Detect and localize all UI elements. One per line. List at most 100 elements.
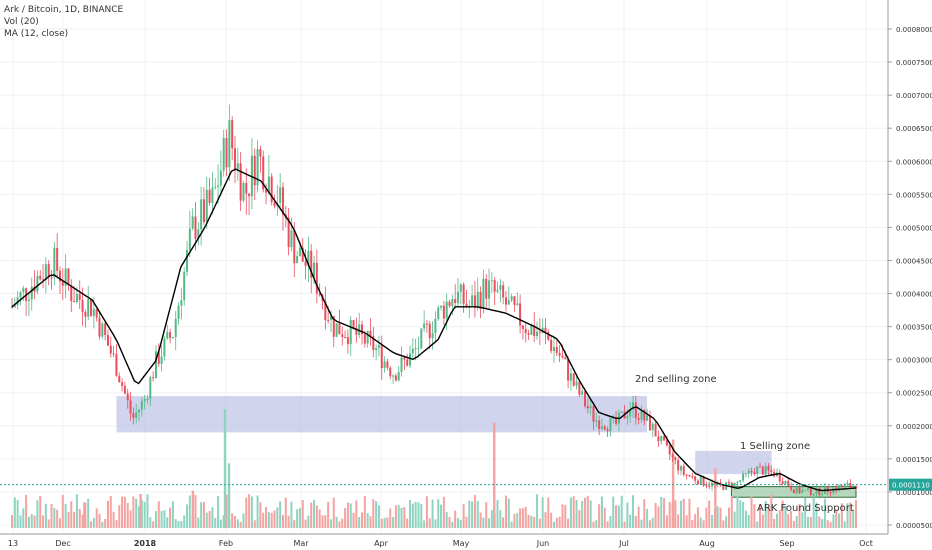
candle-body bbox=[555, 347, 558, 353]
y-tick-label: 0.0002000 bbox=[896, 423, 932, 431]
candle-body bbox=[39, 275, 42, 280]
volume-bar bbox=[595, 519, 598, 528]
volume-bar bbox=[792, 521, 795, 528]
volume-bar bbox=[267, 512, 270, 528]
candle-body bbox=[742, 473, 745, 481]
candle-body bbox=[445, 301, 448, 319]
candle-body bbox=[44, 264, 47, 280]
candle-body bbox=[552, 347, 555, 351]
y-tick-label: 0.0003500 bbox=[896, 324, 932, 332]
volume-bar bbox=[504, 495, 507, 528]
volume-bar bbox=[677, 514, 680, 528]
candle-body bbox=[538, 331, 541, 333]
candle-body bbox=[747, 470, 750, 474]
volume-bar bbox=[327, 501, 330, 528]
volume-bar bbox=[16, 500, 19, 528]
candle-body bbox=[544, 327, 547, 333]
volume-bar bbox=[177, 521, 180, 528]
candle-body bbox=[699, 476, 702, 485]
candle-body bbox=[702, 476, 705, 486]
volume-bar bbox=[541, 497, 544, 528]
volume-bar bbox=[75, 494, 78, 528]
candle-body bbox=[581, 391, 584, 395]
volume-bar bbox=[115, 520, 118, 528]
candle-body bbox=[64, 268, 67, 286]
candle-body bbox=[129, 400, 132, 414]
volume-bar bbox=[778, 510, 781, 528]
volume-bar bbox=[92, 517, 95, 528]
candle-body bbox=[606, 429, 609, 432]
volume-bar bbox=[530, 516, 533, 528]
volume-bar bbox=[346, 502, 349, 528]
candle-body bbox=[149, 377, 152, 399]
volume-bar bbox=[248, 494, 251, 528]
candle-body bbox=[564, 357, 567, 360]
candle-body bbox=[598, 420, 601, 429]
candle-body bbox=[400, 357, 403, 372]
volume-bar bbox=[764, 501, 767, 528]
volume-bar bbox=[389, 508, 392, 528]
volume-bar bbox=[174, 519, 177, 528]
volume-bar bbox=[270, 512, 273, 528]
ma-line bbox=[11, 168, 857, 492]
volume-bar bbox=[50, 503, 53, 528]
candle-body bbox=[759, 466, 762, 468]
volume-bar bbox=[284, 497, 287, 528]
candle-body bbox=[685, 474, 688, 476]
volume-bar bbox=[663, 498, 666, 528]
candle-body bbox=[694, 476, 697, 481]
candle-body bbox=[225, 138, 228, 168]
candle-body bbox=[843, 484, 846, 488]
volume-bar bbox=[445, 512, 448, 528]
volume-bar bbox=[239, 521, 242, 528]
candle-body bbox=[338, 323, 341, 335]
candle-body bbox=[733, 482, 736, 488]
volume-bar bbox=[118, 505, 121, 528]
volume-bar bbox=[281, 514, 284, 528]
volume-bar bbox=[183, 515, 186, 528]
candle-body bbox=[479, 291, 482, 309]
candle-body bbox=[106, 335, 109, 346]
x-tick-label: Dec bbox=[55, 539, 70, 548]
candle-body bbox=[298, 247, 301, 256]
volume-bar bbox=[36, 500, 39, 528]
candle-body bbox=[801, 490, 804, 493]
y-tick-label: 0.0001500 bbox=[896, 456, 932, 464]
volume-bar bbox=[465, 516, 468, 528]
candle-body bbox=[157, 351, 160, 364]
candle-body bbox=[437, 307, 440, 319]
volume-bar bbox=[259, 502, 262, 528]
volume-bar bbox=[171, 501, 174, 528]
volume-bar bbox=[756, 521, 759, 528]
volume-bar bbox=[668, 502, 671, 528]
candle-body bbox=[790, 485, 793, 490]
volume-bar bbox=[197, 517, 200, 528]
volume-bar bbox=[648, 520, 651, 528]
volume-bar bbox=[166, 517, 169, 528]
volume-bar bbox=[538, 518, 541, 528]
volume-bar bbox=[855, 499, 857, 528]
y-tick-label: 0.0004000 bbox=[896, 291, 932, 299]
volume-bar bbox=[98, 513, 101, 528]
y-tick-label: 0.0000500 bbox=[896, 522, 932, 530]
candle-body bbox=[586, 405, 589, 409]
candle-body bbox=[358, 324, 361, 335]
candle-body bbox=[397, 371, 400, 381]
candle-body bbox=[140, 401, 143, 410]
candle-body bbox=[454, 299, 457, 304]
candle-body bbox=[691, 476, 694, 478]
volume-bar bbox=[290, 501, 293, 528]
volume-bar bbox=[730, 495, 733, 528]
candle-body bbox=[154, 351, 157, 379]
volume-bar bbox=[468, 500, 471, 528]
volume-bar bbox=[140, 500, 143, 528]
candle-body bbox=[465, 303, 468, 306]
volume-bar bbox=[739, 500, 742, 528]
candle-body bbox=[414, 348, 417, 350]
volume-bar bbox=[27, 516, 30, 528]
candle-body bbox=[329, 316, 332, 321]
volume-bar bbox=[265, 507, 268, 528]
candle-body bbox=[248, 193, 251, 197]
volume-bar bbox=[584, 497, 587, 528]
